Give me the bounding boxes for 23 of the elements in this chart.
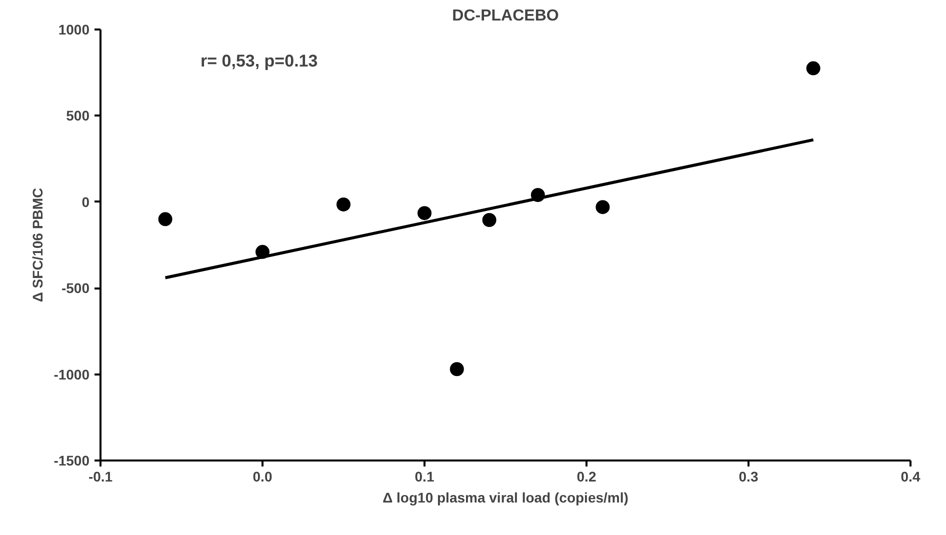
x-tick-label: 0.2 (576, 468, 596, 484)
x-tick-label: 0.3 (738, 468, 758, 484)
y-tick-label: -1500 (54, 452, 90, 468)
y-tick-label: 0 (82, 194, 90, 210)
x-tick-label: 0.0 (252, 468, 272, 484)
annotation: r= 0,53, p=0.13 (200, 52, 318, 70)
point (596, 200, 610, 214)
x-axis-title: Δ log10 plasma viral load (copies/ml) (382, 490, 628, 506)
y-axis-title: Δ SFC/106 PBMC (30, 188, 46, 302)
y-tick-label: -1000 (54, 366, 90, 382)
point (450, 362, 464, 376)
y-tick-label: 500 (66, 108, 90, 124)
x-tick-label: -0.1 (88, 468, 113, 484)
point (806, 61, 820, 76)
y-tick-label: -500 (61, 280, 90, 296)
point (482, 213, 496, 227)
x-tick-label: 0.1 (414, 468, 434, 484)
point (336, 198, 350, 212)
point (158, 212, 172, 226)
point (418, 206, 432, 220)
y-tick-label: 1000 (58, 22, 90, 38)
chart-title: DC-PLACEBO (452, 8, 559, 24)
x-tick-label: 0.4 (900, 468, 920, 484)
